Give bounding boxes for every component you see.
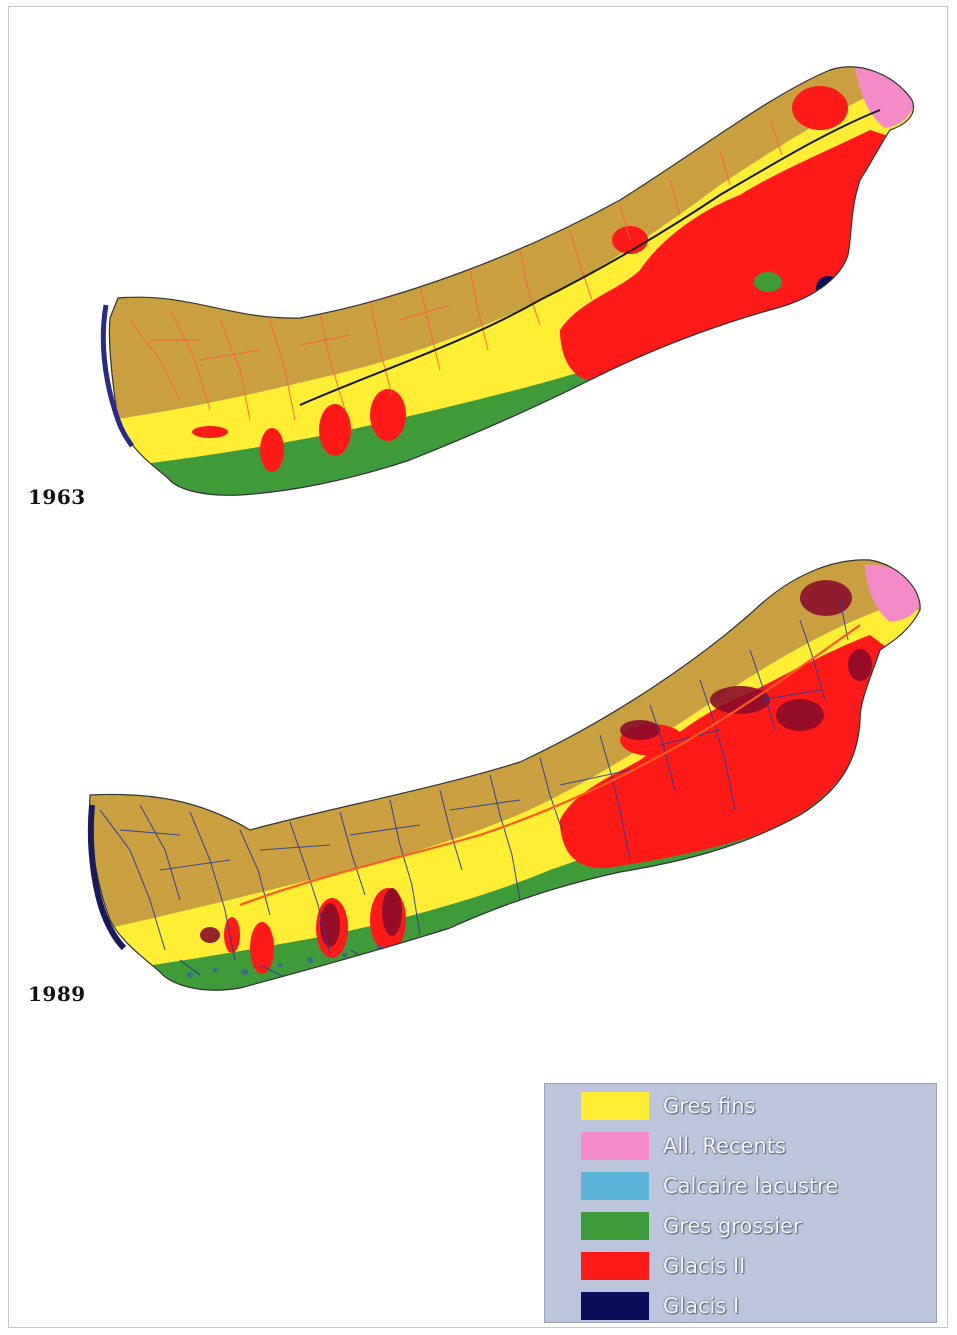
glacis-ii-main-1989 [560, 635, 890, 869]
glacis-ii-patch-1963 [792, 86, 848, 130]
glacis-ii-main-1963 [560, 130, 900, 381]
year-label-1989: 1989 [28, 982, 86, 1006]
legend-swatch [581, 1172, 649, 1200]
legend-swatch [581, 1212, 649, 1240]
legend-item-glacis-i: Glacis I [581, 1288, 739, 1324]
boundary-1963 [108, 66, 914, 496]
legend-item-all-recents: All. Recents [581, 1128, 786, 1164]
legend-label: Glacis I [663, 1294, 740, 1318]
west-edge-1963 [100, 304, 135, 448]
glacis-i-zone-1963 [816, 276, 840, 300]
boundary-1989 [89, 559, 921, 991]
legend-item-calcaire-lacustre: Calcaire lacustre [581, 1168, 838, 1204]
main-river-1963 [299, 109, 881, 406]
glacis-ii-patch-1963 [192, 426, 228, 438]
main-river-1989 [239, 624, 861, 907]
gres-grossier-patch-1963 [754, 272, 782, 292]
west-edge-1989 [87, 804, 127, 951]
legend-swatch [581, 1132, 649, 1160]
legend-swatch [581, 1092, 649, 1120]
year-label-1963: 1963 [28, 485, 86, 509]
legend-label: Gres fins [663, 1094, 756, 1118]
legend-item-gres-fins: Gres fins [581, 1088, 755, 1124]
map-1963 [100, 66, 914, 496]
legend: Gres fins All. Recents Calcaire lacustre… [544, 1083, 937, 1323]
dark-red-patches-1989 [200, 580, 872, 947]
legend-label: All. Recents [663, 1134, 786, 1158]
legend-label: Gres grossier [663, 1214, 802, 1238]
map-1989 [87, 559, 921, 991]
legend-item-gres-grossier: Gres grossier [581, 1208, 802, 1244]
figure-frame [8, 6, 948, 1328]
legend-swatch [581, 1292, 649, 1320]
legend-swatch [581, 1252, 649, 1280]
glacis-ii-patch-1989 [250, 922, 274, 974]
drainage-network-1963 [129, 119, 783, 421]
glacis-ii-patch-1963 [319, 404, 351, 456]
drainage-network-1989 [99, 599, 849, 981]
legend-item-glacis-ii: Glacis II [581, 1248, 745, 1284]
legend-label: Calcaire lacustre [663, 1174, 839, 1198]
legend-label: Glacis II [663, 1254, 746, 1278]
glacis-ii-patch-1963 [370, 389, 406, 441]
glacis-ii-patch-1963 [260, 428, 284, 472]
